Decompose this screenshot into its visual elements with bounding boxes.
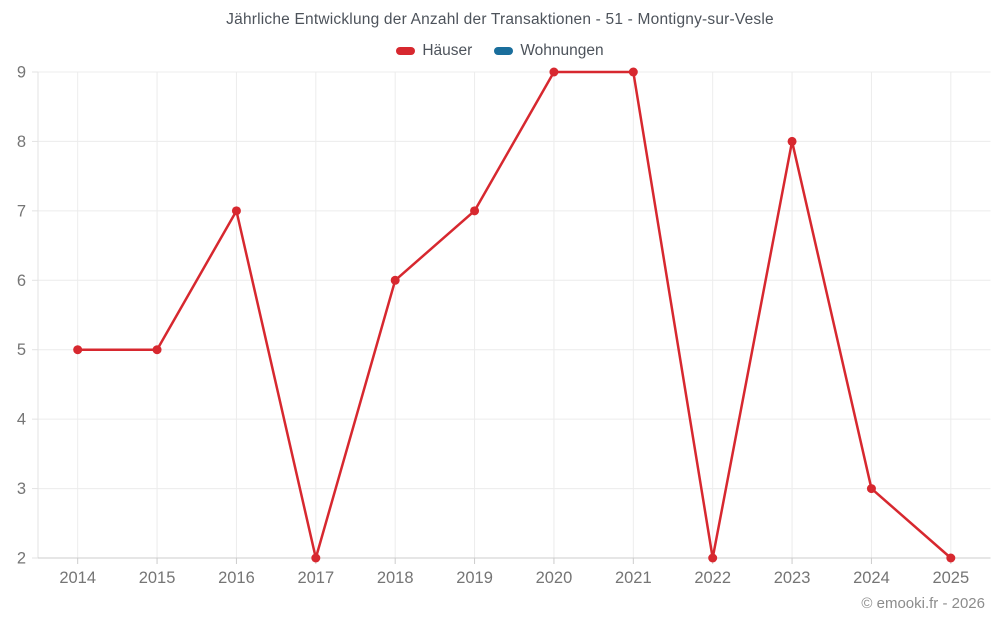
legend-item-wohnungen[interactable]: Wohnungen — [494, 42, 604, 60]
data-point-h-user-2016[interactable] — [231, 206, 241, 216]
x-tick-label: 2014 — [59, 569, 96, 587]
data-point-h-user-2025[interactable] — [946, 553, 956, 563]
data-point-h-user-2015[interactable] — [152, 345, 162, 355]
legend-swatch-hauser — [396, 47, 416, 55]
x-tick-label: 2020 — [536, 569, 573, 587]
data-point-h-user-2020[interactable] — [549, 67, 559, 77]
chart-title: Jährliche Entwicklung der Anzahl der Tra… — [226, 11, 774, 28]
data-point-h-user-2021[interactable] — [628, 67, 638, 77]
x-tick-label: 2022 — [694, 569, 731, 587]
legend-item-hauser[interactable]: Häuser — [396, 42, 472, 60]
x-tick-label: 2015 — [139, 569, 176, 587]
data-point-h-user-2017[interactable] — [311, 553, 321, 563]
y-tick-label: 7 — [17, 202, 26, 220]
legend-swatch-wohnungen — [494, 47, 514, 55]
data-point-h-user-2023[interactable] — [787, 136, 797, 146]
x-tick-label: 2023 — [774, 569, 811, 587]
data-point-h-user-2018[interactable] — [390, 275, 400, 285]
y-tick-label: 9 — [17, 64, 26, 82]
data-point-h-user-2024[interactable] — [866, 484, 876, 494]
x-tick-label: 2019 — [456, 569, 493, 587]
y-tick-label: 5 — [17, 341, 26, 359]
y-tick-label: 4 — [17, 411, 26, 429]
x-tick-label: 2018 — [377, 569, 414, 587]
x-tick-label: 2025 — [932, 569, 969, 587]
y-tick-label: 3 — [17, 480, 26, 498]
y-tick-label: 8 — [17, 133, 26, 151]
y-tick-label: 6 — [17, 272, 26, 290]
data-point-h-user-2014[interactable] — [73, 345, 83, 355]
y-tick-label: 2 — [17, 550, 26, 568]
x-tick-label: 2017 — [297, 569, 334, 587]
copyright-note: © emooki.fr - 2026 — [861, 595, 985, 612]
x-tick-label: 2024 — [853, 569, 890, 587]
legend-label-wohnungen: Wohnungen — [520, 42, 604, 59]
x-tick-label: 2021 — [615, 569, 652, 587]
x-tick-label: 2016 — [218, 569, 255, 587]
legend-label-hauser: Häuser — [422, 42, 473, 59]
series-line-h-user — [76, 70, 953, 560]
chart-legend: Häuser Wohnungen — [0, 42, 1000, 60]
data-point-h-user-2019[interactable] — [470, 206, 480, 216]
data-point-h-user-2022[interactable] — [708, 553, 718, 563]
